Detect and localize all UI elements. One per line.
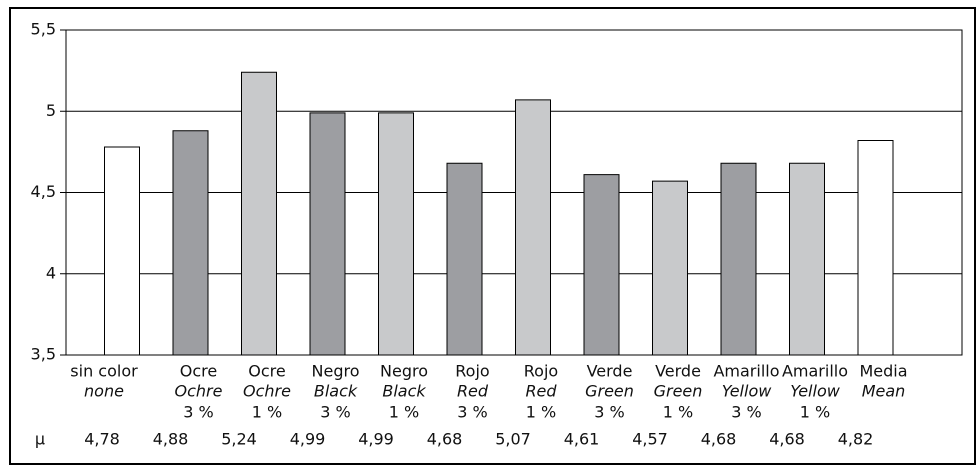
percentage-label: 1 % bbox=[389, 403, 419, 422]
x-tick-sublabel: Red bbox=[457, 382, 489, 401]
value-row-label: μ bbox=[35, 430, 45, 449]
percentage-label: 1 % bbox=[252, 403, 282, 422]
x-tick-label: sin color bbox=[70, 362, 138, 381]
bar bbox=[857, 140, 894, 356]
x-tick-label: Ocre bbox=[180, 362, 217, 381]
percentage-label: 3 % bbox=[594, 403, 624, 422]
x-tick-sublabel: Yellow bbox=[790, 382, 841, 401]
x-tick-label: Rojo bbox=[524, 362, 558, 381]
value-label: 4,82 bbox=[838, 430, 874, 449]
x-tick-sublabel: none bbox=[84, 382, 124, 401]
percentage-label: 3 % bbox=[731, 403, 761, 422]
bar bbox=[309, 112, 346, 356]
bar bbox=[652, 180, 688, 356]
x-tick-label: Amarillo bbox=[782, 362, 848, 381]
bar bbox=[583, 174, 620, 356]
x-tick-sublabel: Ochre bbox=[243, 382, 291, 401]
bar bbox=[241, 71, 277, 356]
bar bbox=[789, 162, 825, 356]
value-label: 4,99 bbox=[358, 430, 394, 449]
x-tick-sublabel: Mean bbox=[862, 382, 906, 401]
value-label: 4,61 bbox=[564, 430, 600, 449]
value-label: 4,68 bbox=[427, 430, 463, 449]
x-tick-sublabel: Black bbox=[382, 382, 426, 401]
x-tick-sublabel: Ochre bbox=[175, 382, 223, 401]
value-label: 4,57 bbox=[632, 430, 668, 449]
bar bbox=[378, 112, 414, 356]
x-tick-sublabel: Yellow bbox=[722, 382, 773, 401]
x-tick-label: Ocre bbox=[248, 362, 285, 381]
x-tick-label: Media bbox=[859, 362, 907, 381]
value-label: 4,78 bbox=[84, 430, 120, 449]
bar bbox=[515, 99, 551, 356]
x-tick-label: Negro bbox=[380, 362, 428, 381]
x-tick-label: Negro bbox=[312, 362, 360, 381]
x-tick-sublabel: Green bbox=[585, 382, 634, 401]
y-tick-label: 5 bbox=[46, 101, 56, 120]
percentage-label: 1 % bbox=[800, 403, 830, 422]
x-tick-sublabel: Green bbox=[654, 382, 703, 401]
y-tick-label: 4,5 bbox=[31, 182, 56, 201]
percentage-label: 1 % bbox=[526, 403, 556, 422]
frame bbox=[9, 7, 976, 465]
value-label: 5,24 bbox=[221, 430, 257, 449]
value-label: 4,99 bbox=[290, 430, 326, 449]
y-tick-label: 3,5 bbox=[31, 345, 56, 364]
x-tick-sublabel: Red bbox=[525, 382, 557, 401]
bar bbox=[104, 146, 140, 356]
value-label: 4,68 bbox=[701, 430, 737, 449]
bar bbox=[720, 162, 757, 356]
x-tick-label: Verde bbox=[655, 362, 701, 381]
percentage-label: 3 % bbox=[183, 403, 213, 422]
percentage-label: 3 % bbox=[320, 403, 350, 422]
bar bbox=[446, 162, 483, 356]
value-label: 5,07 bbox=[495, 430, 531, 449]
y-tick-label: 4 bbox=[46, 263, 56, 282]
plot-border bbox=[65, 29, 963, 356]
x-tick-label: Verde bbox=[587, 362, 633, 381]
percentage-label: 1 % bbox=[663, 403, 693, 422]
x-tick-label: Amarillo bbox=[713, 362, 779, 381]
y-tick-label: 5,5 bbox=[31, 20, 56, 39]
percentage-label: 3 % bbox=[457, 403, 487, 422]
bar bbox=[172, 130, 209, 356]
value-label: 4,88 bbox=[153, 430, 189, 449]
value-label: 4,68 bbox=[769, 430, 805, 449]
x-tick-label: Rojo bbox=[455, 362, 489, 381]
x-tick-sublabel: Black bbox=[314, 382, 358, 401]
